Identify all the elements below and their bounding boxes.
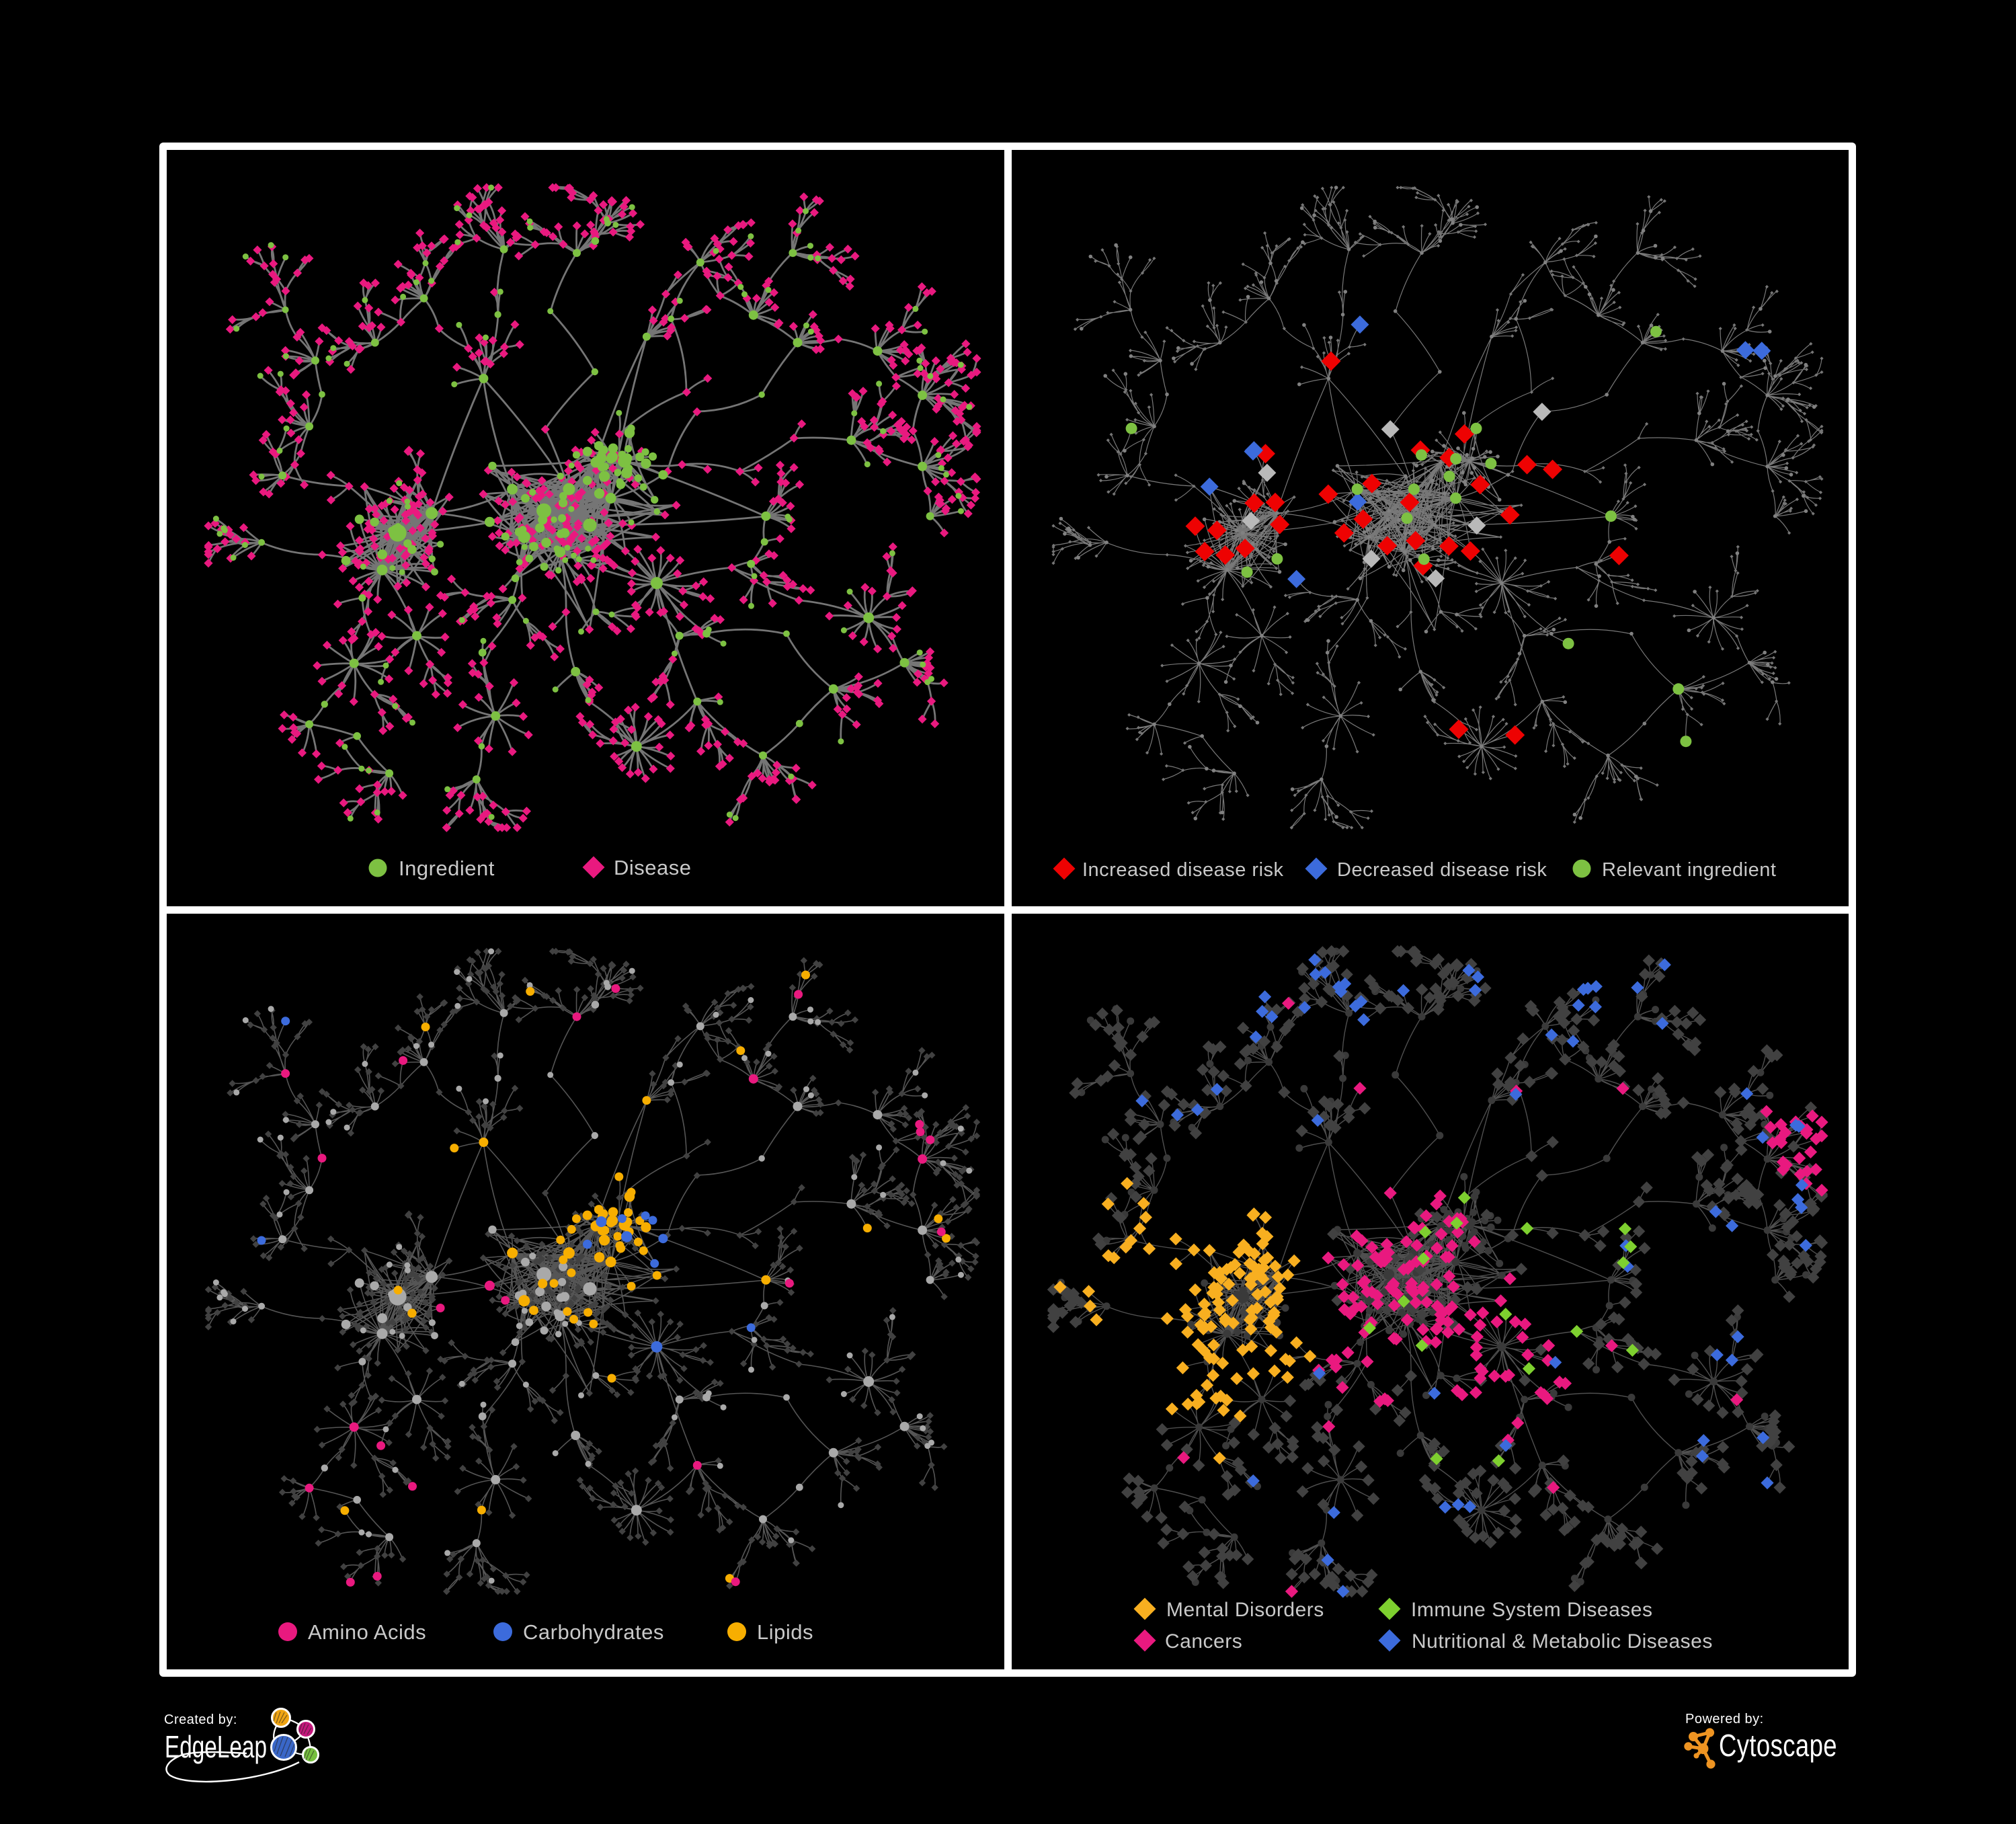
- svg-text:Cancers: Cancers: [1165, 1630, 1242, 1653]
- svg-text:Carbohydrates: Carbohydrates: [523, 1620, 664, 1644]
- svg-text:Created by:: Created by:: [164, 1712, 237, 1727]
- svg-text:Disease: Disease: [614, 856, 692, 879]
- svg-text:Immune System Diseases: Immune System Diseases: [1411, 1599, 1652, 1621]
- svg-text:EdgeLeap: EdgeLeap: [165, 1729, 267, 1764]
- svg-text:Nutritional & Metabolic Diseas: Nutritional & Metabolic Diseases: [1412, 1630, 1713, 1653]
- svg-text:Ingredient: Ingredient: [399, 857, 495, 880]
- svg-text:Powered by:: Powered by:: [1685, 1712, 1764, 1727]
- svg-text:Increased disease risk: Increased disease risk: [1082, 859, 1284, 881]
- svg-text:Relevant ingredient: Relevant ingredient: [1602, 859, 1776, 881]
- svg-text:Cytoscape: Cytoscape: [1719, 1728, 1837, 1763]
- svg-text:Decreased disease risk: Decreased disease risk: [1337, 859, 1547, 881]
- svg-text:Amino Acids: Amino Acids: [308, 1620, 426, 1644]
- svg-text:Mental Disorders: Mental Disorders: [1166, 1599, 1324, 1621]
- svg-text:Lipids: Lipids: [757, 1620, 813, 1644]
